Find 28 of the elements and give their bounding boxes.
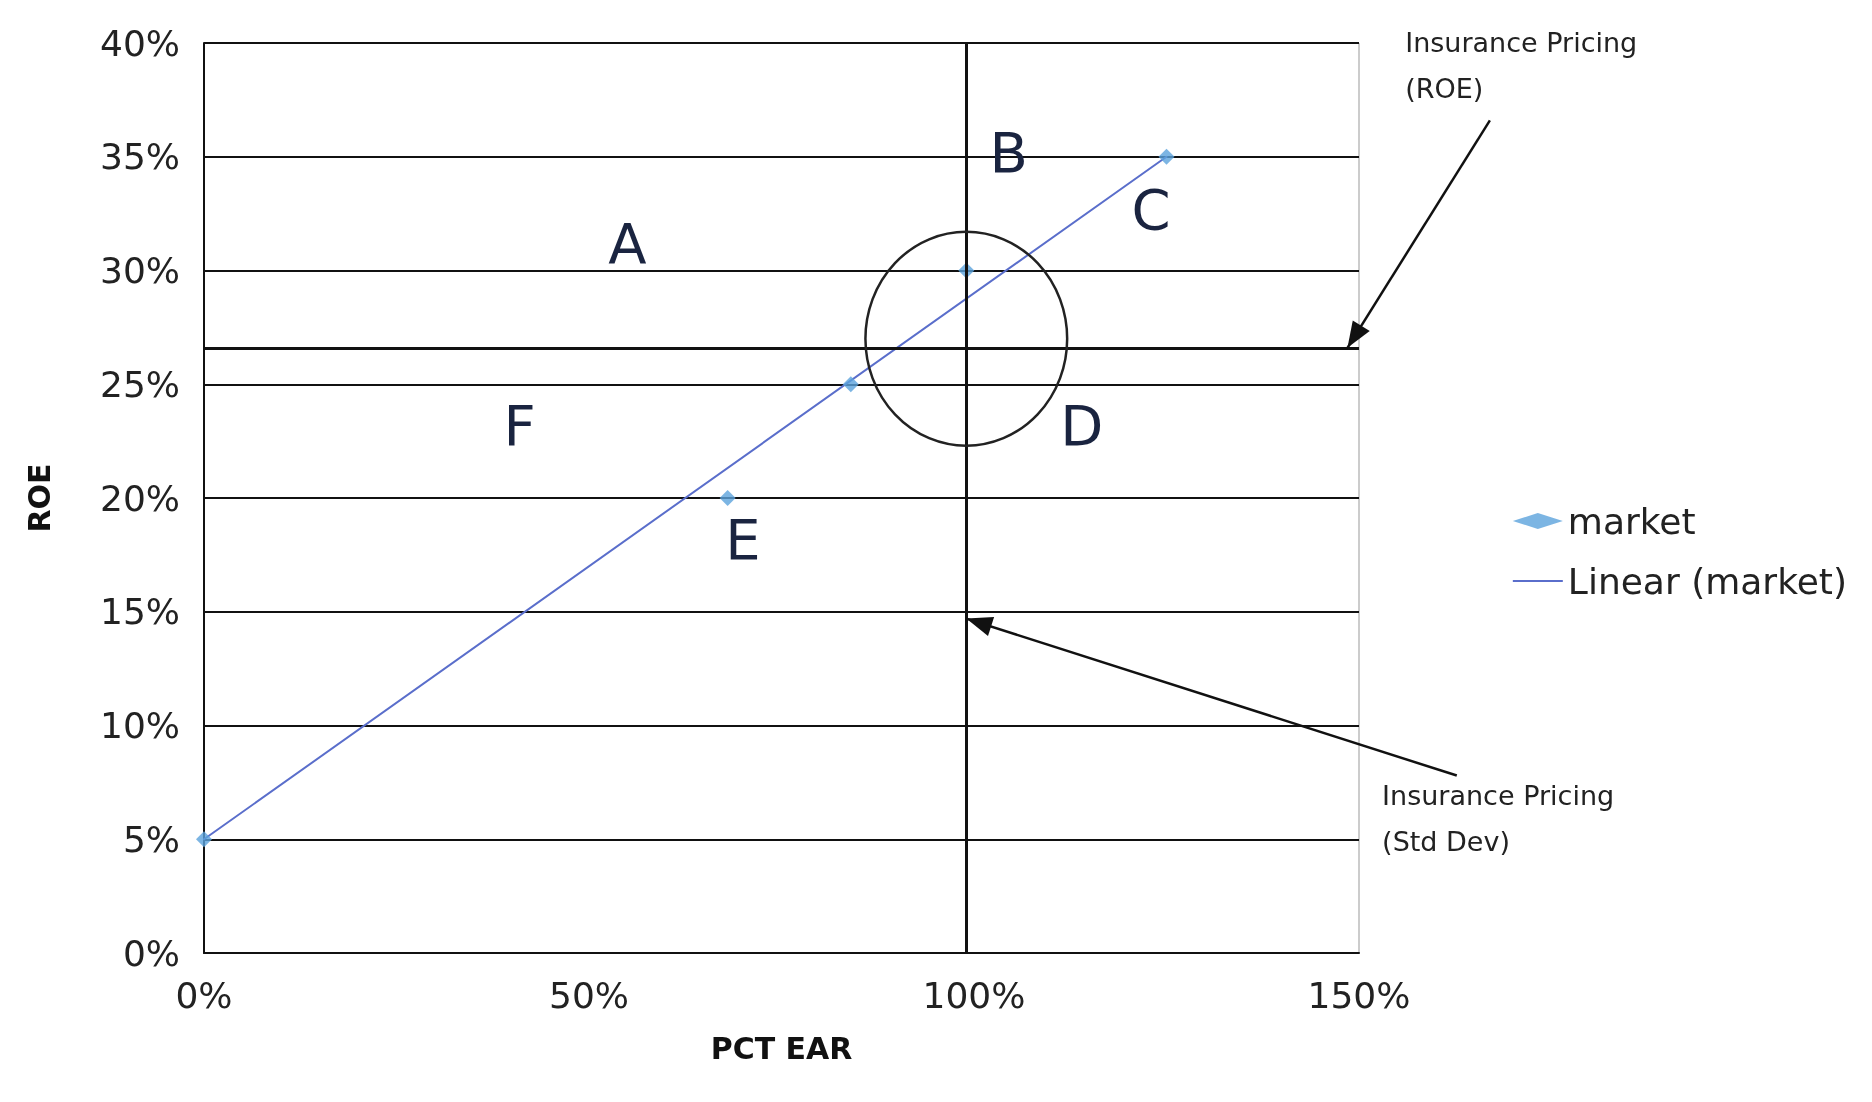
x-tick-label: 0% bbox=[175, 974, 233, 1016]
y-axis-title: ROE bbox=[21, 463, 57, 533]
annotation: F bbox=[503, 392, 536, 458]
legend-label: market bbox=[1567, 500, 1696, 542]
y-tick-label: 10% bbox=[99, 705, 180, 746]
annotation: A bbox=[608, 210, 647, 276]
y-tick-label: 30% bbox=[99, 250, 180, 291]
y-tick-label: 25% bbox=[99, 363, 180, 405]
annotation: Insurance Pricing (ROE) bbox=[1405, 26, 1639, 107]
x-tick-label: 100% bbox=[922, 974, 1026, 1016]
y-tick-label: 35% bbox=[99, 136, 180, 178]
point bbox=[719, 490, 736, 506]
x-tick-label: 150% bbox=[1307, 974, 1411, 1016]
annotation: Insurance Pricing (Std Dev) bbox=[1382, 779, 1616, 860]
y-tick-label: 5% bbox=[122, 818, 180, 860]
y-tick-label: 15% bbox=[99, 591, 180, 633]
y-tick-label: 20% bbox=[99, 477, 180, 519]
annotation: D bbox=[1060, 392, 1104, 458]
annotation: C bbox=[1131, 176, 1171, 242]
point bbox=[842, 376, 859, 393]
point bbox=[1158, 148, 1175, 165]
legend-label: Linear (market) bbox=[1567, 560, 1848, 602]
x-tick-label: 50% bbox=[548, 974, 630, 1016]
x-axis-title: PCT EAR bbox=[710, 1030, 853, 1066]
annotation: E bbox=[725, 506, 761, 572]
point bbox=[196, 831, 212, 848]
y-tick-label: 40% bbox=[99, 22, 180, 64]
y-tick-label: 0% bbox=[122, 932, 180, 974]
